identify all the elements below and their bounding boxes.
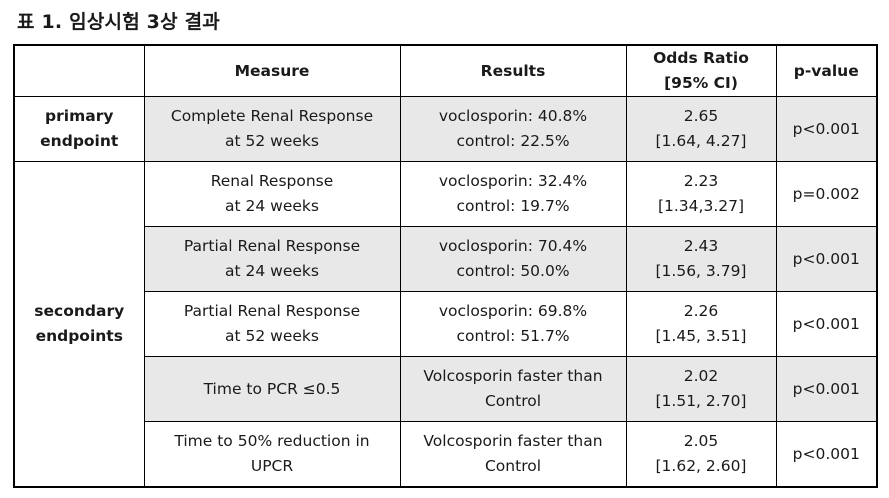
- group-label: endpoint: [40, 132, 119, 150]
- cell-odds-ratio: 2.02 [1.51, 2.70]: [625, 356, 777, 422]
- cell-results: Volcosporin faster than Control: [399, 421, 627, 488]
- measure-line: at 52 weeks: [225, 327, 319, 345]
- measure-line: Complete Renal Response: [170, 107, 374, 125]
- header-pvalue: p-value: [775, 44, 878, 97]
- cell-pvalue: p=0.002: [775, 161, 878, 227]
- results-line: Control: [484, 392, 542, 410]
- results-line: voclosporin: 70.4%: [438, 237, 588, 255]
- table-row: Partial Renal Response at 52 weeks voclo…: [14, 291, 878, 357]
- odds-ratio-ci: [1.51, 2.70]: [655, 392, 747, 410]
- measure-line: Time to 50% reduction in: [174, 432, 370, 450]
- table-row: secondary endpoints Renal Response at 24…: [13, 161, 878, 488]
- cell-results: voclosporin: 70.4% control: 50.0%: [399, 226, 627, 292]
- cell-results: voclosporin: 40.8% control: 22.5%: [399, 96, 627, 162]
- odds-ratio-value: 2.05: [683, 432, 719, 450]
- measure-line: at 52 weeks: [225, 132, 319, 150]
- cell-odds-ratio: 2.23 [1.34,3.27]: [625, 161, 777, 227]
- results-table: Measure Results Odds Ratio [95% CI) p-va…: [13, 44, 878, 488]
- header-row: Measure Results Odds Ratio [95% CI) p-va…: [13, 44, 878, 97]
- measure-line: at 24 weeks: [225, 262, 319, 280]
- cell-odds-ratio: 2.05 [1.62, 2.60]: [625, 421, 777, 488]
- cell-results: Volcosporin faster than Control: [399, 356, 627, 422]
- measure-line: Partial Renal Response: [183, 302, 361, 320]
- odds-ratio-ci: [1.62, 2.60]: [655, 457, 747, 475]
- cell-pvalue: p<0.001: [775, 96, 878, 162]
- results-line: control: 19.7%: [456, 197, 570, 215]
- cell-pvalue: p<0.001: [775, 291, 878, 357]
- measure-line: at 24 weeks: [225, 197, 319, 215]
- measure-line: Time to PCR ≤0.5: [203, 379, 341, 398]
- results-line: control: 22.5%: [456, 132, 570, 150]
- header-group: [13, 44, 145, 97]
- cell-measure: Partial Renal Response at 24 weeks: [143, 226, 401, 292]
- cell-pvalue: p<0.001: [775, 226, 878, 292]
- odds-ratio-value: 2.02: [683, 367, 719, 385]
- measure-line: UPCR: [250, 457, 294, 475]
- cell-measure: Time to 50% reduction in UPCR: [143, 421, 401, 488]
- cell-measure: Time to PCR ≤0.5: [143, 356, 401, 422]
- cell-results: voclosporin: 69.8% control: 51.7%: [399, 291, 627, 357]
- cell-measure: Renal Response at 24 weeks: [143, 161, 401, 227]
- header-odds-ratio: Odds Ratio [95% CI): [625, 44, 777, 97]
- results-line: Control: [484, 457, 542, 475]
- cell-odds-ratio: 2.65 [1.64, 4.27]: [625, 96, 777, 162]
- cell-measure: Complete Renal Response at 52 weeks: [143, 96, 401, 162]
- results-line: voclosporin: 69.8%: [438, 302, 588, 320]
- results-line: Volcosporin faster than: [423, 367, 603, 385]
- group-label: endpoints: [35, 327, 123, 345]
- odds-ratio-value: 2.23: [683, 172, 719, 190]
- results-line: control: 51.7%: [456, 327, 570, 345]
- cell-results: voclosporin: 32.4% control: 19.7%: [399, 161, 627, 227]
- results-line: control: 50.0%: [456, 262, 570, 280]
- table-caption: 표 1. 임상시험 3상 결과: [17, 11, 220, 33]
- cell-measure: Partial Renal Response at 52 weeks: [143, 291, 401, 357]
- odds-ratio-ci: [1.56, 3.79]: [655, 262, 747, 280]
- group-label: secondary: [34, 302, 125, 320]
- odds-ratio-ci: [1.64, 4.27]: [655, 132, 747, 150]
- header-odds-ratio-ci: [95% CI): [664, 74, 738, 92]
- odds-ratio-value: 2.65: [683, 107, 719, 125]
- cell-pvalue: p<0.001: [775, 421, 878, 488]
- odds-ratio-ci: [1.45, 3.51]: [655, 327, 747, 345]
- measure-line: Renal Response: [210, 172, 334, 190]
- results-line: Volcosporin faster than: [423, 432, 603, 450]
- group-label: primary: [45, 107, 114, 125]
- measure-line: Partial Renal Response: [183, 237, 361, 255]
- results-line: voclosporin: 32.4%: [438, 172, 588, 190]
- table-row: Time to 50% reduction in UPCR Volcospori…: [14, 421, 878, 488]
- odds-ratio-ci: [1.34,3.27]: [657, 197, 745, 215]
- table-row: Partial Renal Response at 24 weeks voclo…: [14, 226, 878, 292]
- cell-odds-ratio: 2.26 [1.45, 3.51]: [625, 291, 777, 357]
- header-results: Results: [399, 44, 627, 97]
- header-measure: Measure: [143, 44, 401, 97]
- cell-odds-ratio: 2.43 [1.56, 3.79]: [625, 226, 777, 292]
- odds-ratio-value: 2.43: [683, 237, 719, 255]
- table-row: primary endpoint Complete Renal Response…: [13, 96, 878, 162]
- cell-pvalue: p<0.001: [775, 356, 878, 422]
- results-line: voclosporin: 40.8%: [438, 107, 588, 125]
- header-odds-ratio-line: Odds Ratio: [653, 49, 749, 67]
- table-row: Time to PCR ≤0.5 Volcosporin faster than…: [14, 356, 878, 422]
- group-primary: primary endpoint: [13, 96, 145, 162]
- group-secondary: secondary endpoints: [13, 161, 145, 488]
- odds-ratio-value: 2.26: [683, 302, 719, 320]
